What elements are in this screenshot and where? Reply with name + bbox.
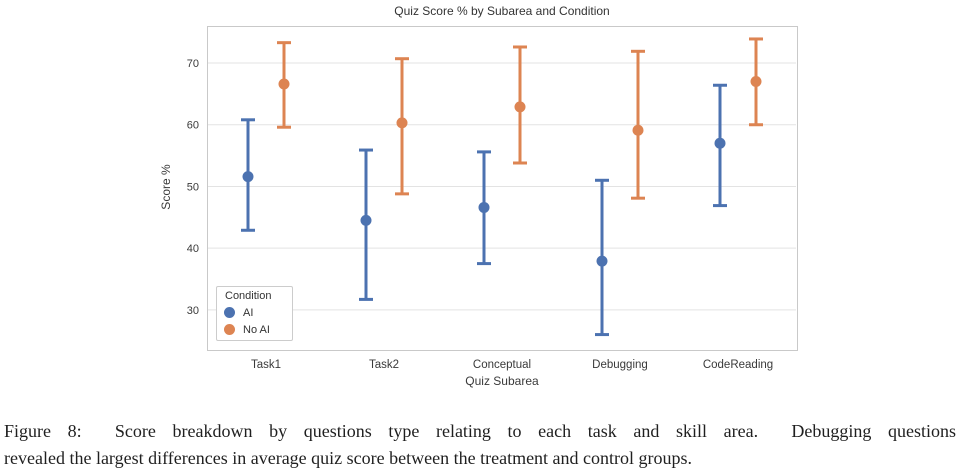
y-tick-label: 70	[187, 58, 199, 70]
data-point	[396, 117, 408, 129]
legend-label: No AI	[243, 323, 270, 336]
data-point	[360, 214, 372, 226]
data-point	[478, 201, 490, 213]
data-point	[278, 78, 290, 90]
plot-area	[207, 26, 798, 351]
data-point	[242, 171, 254, 183]
data-point	[514, 101, 526, 113]
legend: Condition AI No AI	[216, 286, 293, 341]
y-tick-label: 30	[187, 305, 199, 317]
point-codereading-ai	[713, 83, 727, 208]
chart-title: Quiz Score % by Subarea and Condition	[394, 4, 610, 18]
x-tick-label: Debugging	[592, 359, 648, 371]
legend-item-no-ai: No AI	[217, 321, 292, 338]
data-point	[596, 255, 608, 267]
point-task2-ai	[359, 148, 373, 301]
legend-label: AI	[243, 306, 254, 319]
legend-dot-icon	[224, 324, 235, 335]
point-conceptual-no-ai	[513, 45, 527, 165]
quiz-score-chart: 30 40 50 60 70 Task1 Task2 Conceptual Debugging C…	[187, 26, 798, 371]
point-task2-no-ai	[395, 57, 409, 196]
x-tick-label: Conceptual	[473, 359, 531, 371]
figure-caption: Figure 8: Score breakdown by questions t…	[0, 418, 960, 472]
point-debugging-no-ai	[631, 49, 645, 200]
legend-dot-icon	[224, 307, 235, 318]
legend-item-ai: AI	[217, 304, 292, 321]
x-axis-label: Quiz Subarea	[465, 374, 539, 388]
caption-line-2: revealed the largest differences in aver…	[4, 448, 693, 468]
data-point	[714, 137, 726, 149]
point-task1-no-ai	[277, 41, 291, 129]
legend-title: Condition	[225, 290, 272, 302]
data-point	[632, 124, 644, 136]
y-tick-label: 60	[187, 120, 199, 132]
data-point	[750, 76, 762, 88]
x-tick-label: Task1	[251, 359, 281, 371]
point-conceptual-ai	[477, 150, 491, 266]
point-debugging-ai	[595, 178, 609, 337]
x-tick-label: Task2	[369, 359, 399, 371]
y-axis-label: Score %	[159, 164, 173, 210]
y-tick-label: 40	[187, 243, 199, 255]
x-tick-label: CodeReading	[703, 359, 773, 371]
legend-rows: AI No AI	[217, 304, 292, 338]
point-task1-ai	[241, 118, 255, 232]
point-codereading-no-ai	[749, 37, 763, 127]
caption-line-1: Figure 8: Score breakdown by questions t…	[4, 421, 956, 441]
y-tick-label: 50	[187, 181, 199, 193]
